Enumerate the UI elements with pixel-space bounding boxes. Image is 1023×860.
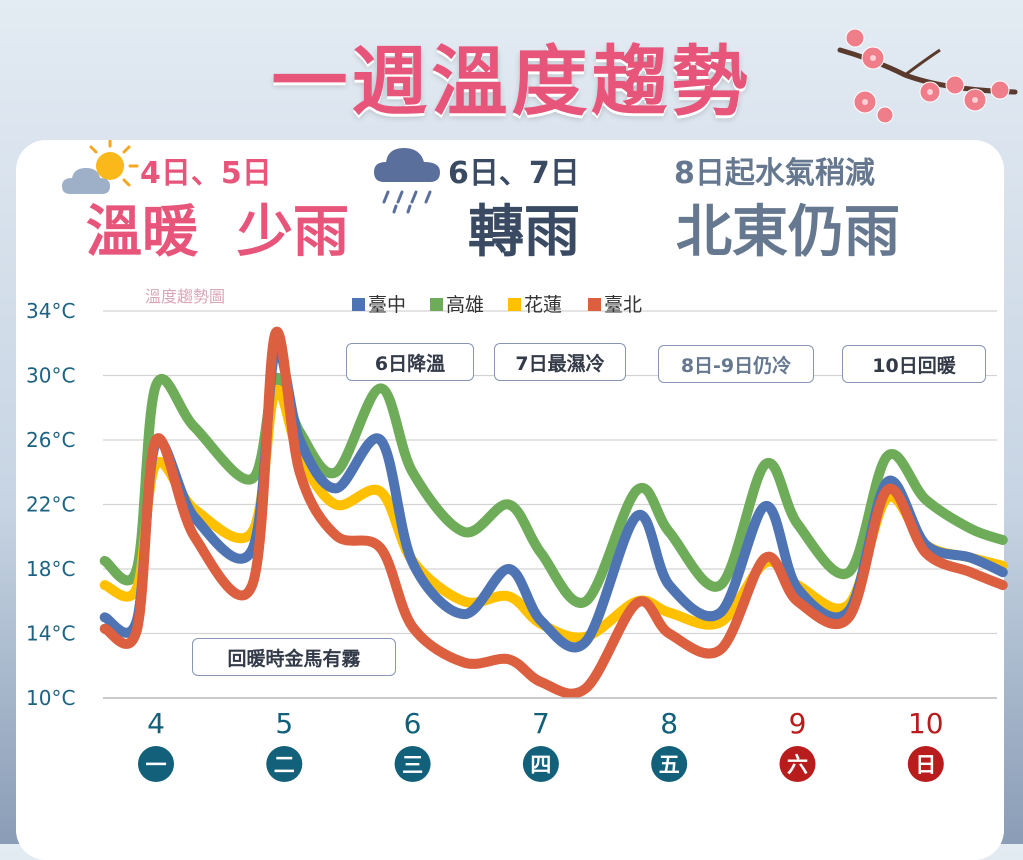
series-line-臺北 <box>99 326 1008 699</box>
weekday-label: 五 <box>659 753 680 777</box>
summary-desc-2: 轉雨 <box>468 200 580 265</box>
plum-blossom-icon <box>837 28 1018 124</box>
rain-cloud-icon <box>374 148 440 214</box>
y-tick-label: 22°C <box>26 493 75 517</box>
y-tick-label: 10°C <box>26 686 75 710</box>
weekday-badge <box>907 746 944 782</box>
x-tick-label: 8 <box>660 707 678 740</box>
annotation-8-9: 8日-9日仍冷 <box>658 345 814 383</box>
weekday-badge <box>651 746 688 782</box>
sun-cloud-icon <box>62 140 139 194</box>
legend-swatch <box>430 298 443 311</box>
summary-dates-3: 8日起水氣稍減 <box>674 156 875 191</box>
legend: 臺中 高雄 花蓮 臺北 <box>352 294 642 316</box>
y-tick-label: 18°C <box>26 557 75 581</box>
x-tick-label: 10 <box>908 707 944 740</box>
x-tick-label: 9 <box>789 707 807 740</box>
chart-title: 溫度趨勢圖 <box>145 287 225 306</box>
annotation-7: 7日最濕冷 <box>494 343 626 381</box>
weekday-badge <box>394 746 431 782</box>
weekday-badge <box>779 746 816 782</box>
summary-desc-3: 北東仍雨 <box>676 200 900 265</box>
annotation-10: 10日回暖 <box>842 345 986 383</box>
weekday-label: 六 <box>787 753 808 777</box>
legend-swatch <box>588 298 601 311</box>
y-tick-label: 26°C <box>26 428 75 452</box>
weekday-badge <box>138 746 174 782</box>
weekday-label: 三 <box>402 753 423 777</box>
legend-label: 臺北 <box>604 294 642 316</box>
legend-label: 臺中 <box>368 294 406 316</box>
weekday-label: 二 <box>274 753 295 777</box>
y-tick-label: 30°C <box>26 364 75 388</box>
x-tick-label: 4 <box>147 707 165 740</box>
summary-dates-2: 6日、7日 <box>448 156 580 191</box>
legend-label: 花蓮 <box>524 294 562 316</box>
weekday-label: 日 <box>915 753 936 777</box>
weekday-badge <box>522 746 559 782</box>
x-tick-label: 5 <box>275 707 293 740</box>
y-tick-label: 14°C <box>26 622 75 646</box>
weekday-badge <box>266 746 303 782</box>
summary-dates-1: 4日、5日 <box>140 156 272 191</box>
x-tick-label: 6 <box>404 707 422 740</box>
annotation-6: 6日降溫 <box>346 343 474 381</box>
annotation-fog: 回暖時金馬有霧 <box>192 638 396 676</box>
series-line-高雄 <box>99 372 1008 608</box>
y-tick-label: 34°C <box>26 299 75 323</box>
legend-label: 高雄 <box>446 294 484 316</box>
weekday-label: 一 <box>146 753 167 777</box>
x-tick-label: 7 <box>532 707 550 740</box>
weekday-label: 四 <box>530 753 551 777</box>
legend-swatch <box>508 298 521 311</box>
summary-desc-1: 溫暖 少雨 <box>86 200 349 265</box>
legend-swatch <box>352 298 365 311</box>
page-title: 一週溫度趨勢 <box>271 37 752 126</box>
series-line-臺中 <box>99 343 1008 653</box>
